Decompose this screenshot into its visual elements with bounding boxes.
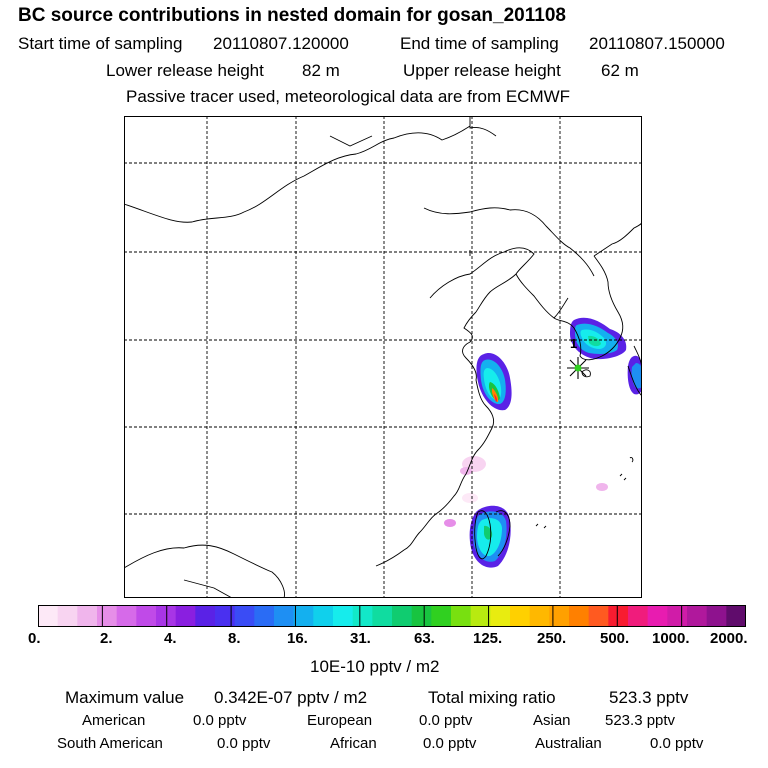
colorbar-tick-11: 2000. [710,630,748,647]
plot-title: BC source contributions in nested domain… [18,5,566,26]
colorbar-cell [175,605,196,627]
end-time-label: End time of sampling [400,34,559,53]
colorbar-cell [293,605,314,627]
colorbar-cell [333,605,354,627]
colorbar-cell [569,605,590,627]
colorbar-cell [667,605,688,627]
colorbar-cell [313,605,334,627]
colorbar-tick-9: 500. [600,630,630,647]
colorbar-cell [372,605,393,627]
total-mixing-value: 523.3 pptv [609,688,689,707]
source-asian-label: Asian [533,712,571,729]
source-european-value: 0.0 pptv [419,712,473,729]
colorbar-cell [352,605,373,627]
colorbar-tick-0: 0. [28,630,41,647]
colorbar-tick-7: 125. [473,630,503,647]
source-australian-value: 0.0 pptv [650,735,704,752]
colorbar-cell [510,605,531,627]
subtitle: Passive tracer used, meteorological data… [126,87,571,106]
colorbar-cell [490,605,511,627]
upper-height-label: Upper release height [403,61,561,80]
colorbar-cell [628,605,649,627]
colorbar-cell [116,605,137,627]
colorbar-cell [215,605,236,627]
colorbar-cell [470,605,491,627]
plume-south-china [469,505,511,568]
colorbar-cell [411,605,432,627]
colorbar-cell [608,605,629,627]
colorbar-cell [647,605,668,627]
colorbar-tick-6: 63. [414,630,435,647]
colorbar-tick-10: 1000. [652,630,690,647]
colorbar-cell [156,605,177,627]
lat-lon-grid [124,116,642,598]
colorbar-cell [38,605,59,627]
colorbar-cell [687,605,708,627]
colorbar-cell [706,605,727,627]
colorbar-cell [97,605,118,627]
colorbar-cell [136,605,157,627]
source-american-value: 0.0 pptv [193,712,247,729]
colorbar [38,605,746,627]
total-mixing-label: Total mixing ratio [428,688,556,707]
colorbar-tick-5: 31. [350,630,371,647]
start-time-label: Start time of sampling [18,34,183,53]
source-australian-label: Australian [535,735,602,752]
source-african-value: 0.0 pptv [423,735,477,752]
colorbar-cell [195,605,216,627]
colorbar-cell [549,605,570,627]
max-value: 0.342E-07 pptv / m2 [214,688,368,707]
source-south-american-value: 0.0 pptv [217,735,271,752]
end-time-value: 20110807.150000 [589,34,725,53]
plume-japan [627,355,642,395]
colorbar-cell [588,605,609,627]
colorbar-cell [57,605,78,627]
receptor-label: 1 [570,336,577,351]
colorbar-cell [529,605,550,627]
colorbar-cell [254,605,275,627]
colorbar-tick-8: 250. [537,630,567,647]
lower-height-value: 82 m [302,61,340,80]
colorbar-units: 10E-10 pptv / m2 [310,657,440,676]
receptor-marker-icon [567,357,589,379]
source-south-american-label: South American [57,735,163,752]
colorbar-cell [274,605,295,627]
source-african-label: African [330,735,377,752]
source-european-label: European [307,712,373,729]
colorbar-tick-2: 4. [164,630,177,647]
source-american-label: American [82,712,146,729]
colorbar-cell [392,605,413,627]
source-asian-value: 523.3 pptv [605,712,676,729]
plume-yellow-sea [476,353,512,411]
colorbar-cell [431,605,452,627]
plume-faint-patches [444,456,608,527]
colorbar-tick-4: 16. [287,630,308,647]
colorbar-tick-3: 8. [228,630,241,647]
coastlines [124,116,642,598]
colorbar-cell [234,605,255,627]
map-panel: 1 [124,116,642,598]
plume-korea [570,317,627,360]
colorbar-cell [726,605,746,627]
max-value-label: Maximum value [65,688,185,707]
colorbar-cell [77,605,98,627]
start-time-value: 20110807.120000 [213,34,349,53]
upper-height-value: 62 m [601,61,639,80]
colorbar-cell [451,605,472,627]
colorbar-tick-1: 2. [100,630,113,647]
lower-height-label: Lower release height [106,61,264,80]
